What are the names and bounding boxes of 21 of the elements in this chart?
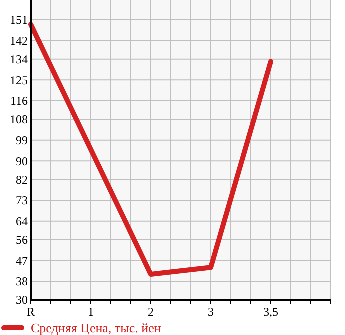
y-tick-label: 125 (10, 73, 28, 88)
legend-label: Средняя Цена, тыс. йен (31, 320, 162, 335)
y-tick-label: 56 (16, 233, 28, 248)
y-tick-label: 64 (16, 214, 28, 229)
x-tick-label: R (26, 305, 36, 319)
y-tick-label: 82 (16, 172, 28, 187)
y-tick-label: 99 (16, 134, 28, 148)
y-tick-label: 142 (10, 34, 28, 48)
x-tick-label: 2 (148, 305, 154, 319)
y-tick-label: 38 (16, 274, 28, 289)
y-tick-label: 134 (10, 52, 28, 67)
x-tick-label: 3 (208, 305, 214, 319)
x-tick-label: 1 (88, 305, 94, 319)
y-tick-label: 30 (16, 293, 28, 308)
y-tick-label: 47 (16, 254, 28, 268)
y-tick-label: 151 (10, 13, 28, 28)
y-tick-label: 73 (16, 194, 28, 208)
y-tick-label: 90 (16, 154, 28, 168)
y-tick-label: 108 (10, 112, 28, 127)
y-tick-label: 116 (10, 94, 28, 108)
x-tick-label: 3,5 (264, 305, 278, 319)
